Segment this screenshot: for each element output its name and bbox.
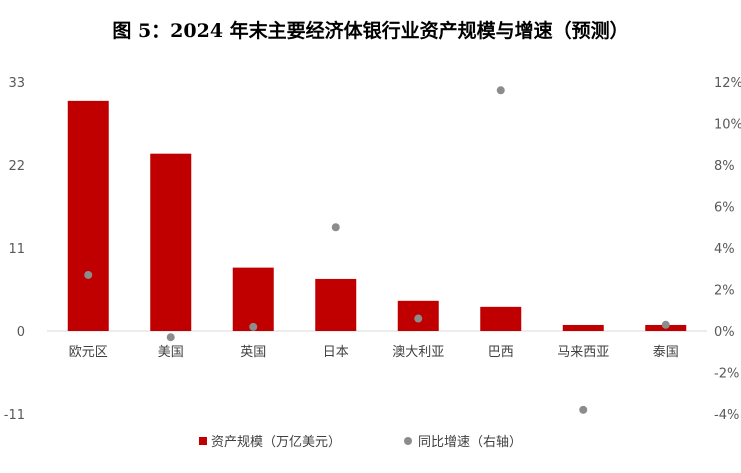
category-label: 英国 xyxy=(240,345,266,360)
bar xyxy=(150,153,192,331)
scatter-point xyxy=(661,320,670,329)
legend-bar-label: 资产规模（万亿美元） xyxy=(211,435,341,450)
scatter-point xyxy=(166,333,175,342)
right-tick-label: -4% xyxy=(714,408,739,423)
category-label: 澳大利亚 xyxy=(392,344,444,360)
scatter-point xyxy=(249,322,258,331)
right-tick-label: -2% xyxy=(714,367,739,382)
category-label: 美国 xyxy=(158,345,184,360)
category-label: 泰国 xyxy=(653,345,679,360)
bar xyxy=(67,100,109,331)
left-tick-label: 22 xyxy=(8,159,25,174)
right-tick-label: 12% xyxy=(714,76,741,91)
bar-series xyxy=(67,100,687,331)
bar xyxy=(562,324,604,331)
left-axis: -11 0 11 22 33 xyxy=(4,76,25,423)
right-tick-label: 6% xyxy=(714,201,735,216)
right-axis: -4% -2% 0% 2% 4% 6% 8% 10% 12% xyxy=(714,76,741,423)
left-tick-label: 33 xyxy=(8,76,25,91)
right-tick-label: 2% xyxy=(714,284,735,299)
legend-scatter-swatch xyxy=(404,437,412,445)
scatter-point xyxy=(579,405,588,414)
legend-bar-swatch xyxy=(199,437,207,445)
scatter-point xyxy=(331,223,340,232)
scatter-point xyxy=(414,314,423,323)
bar xyxy=(315,278,357,331)
category-label: 欧元区 xyxy=(69,345,108,360)
category-labels: 欧元区 美国 英国 日本 澳大利亚 巴西 马来西亚 泰国 xyxy=(69,344,679,360)
left-tick-label: 0 xyxy=(17,325,25,340)
legend-scatter-label: 同比增速（右轴） xyxy=(418,435,522,450)
right-tick-label: 0% xyxy=(714,325,735,340)
chart-title: 图 5：2024 年末主要经济体银行业资产规模与增速（预测） xyxy=(112,20,629,42)
category-label: 巴西 xyxy=(488,345,514,360)
right-tick-label: 10% xyxy=(714,118,741,133)
right-tick-label: 8% xyxy=(714,159,735,174)
scatter-point xyxy=(84,270,93,279)
left-tick-label: 11 xyxy=(8,242,25,257)
bar xyxy=(480,306,522,331)
scatter-series xyxy=(84,86,670,414)
legend: 资产规模（万亿美元） 同比增速（右轴） xyxy=(199,435,522,450)
category-label: 日本 xyxy=(323,345,349,360)
scatter-point xyxy=(496,86,505,95)
category-label: 马来西亚 xyxy=(557,345,609,360)
bar xyxy=(232,267,274,331)
left-tick-label: -11 xyxy=(4,408,25,423)
right-tick-label: 4% xyxy=(714,242,735,257)
